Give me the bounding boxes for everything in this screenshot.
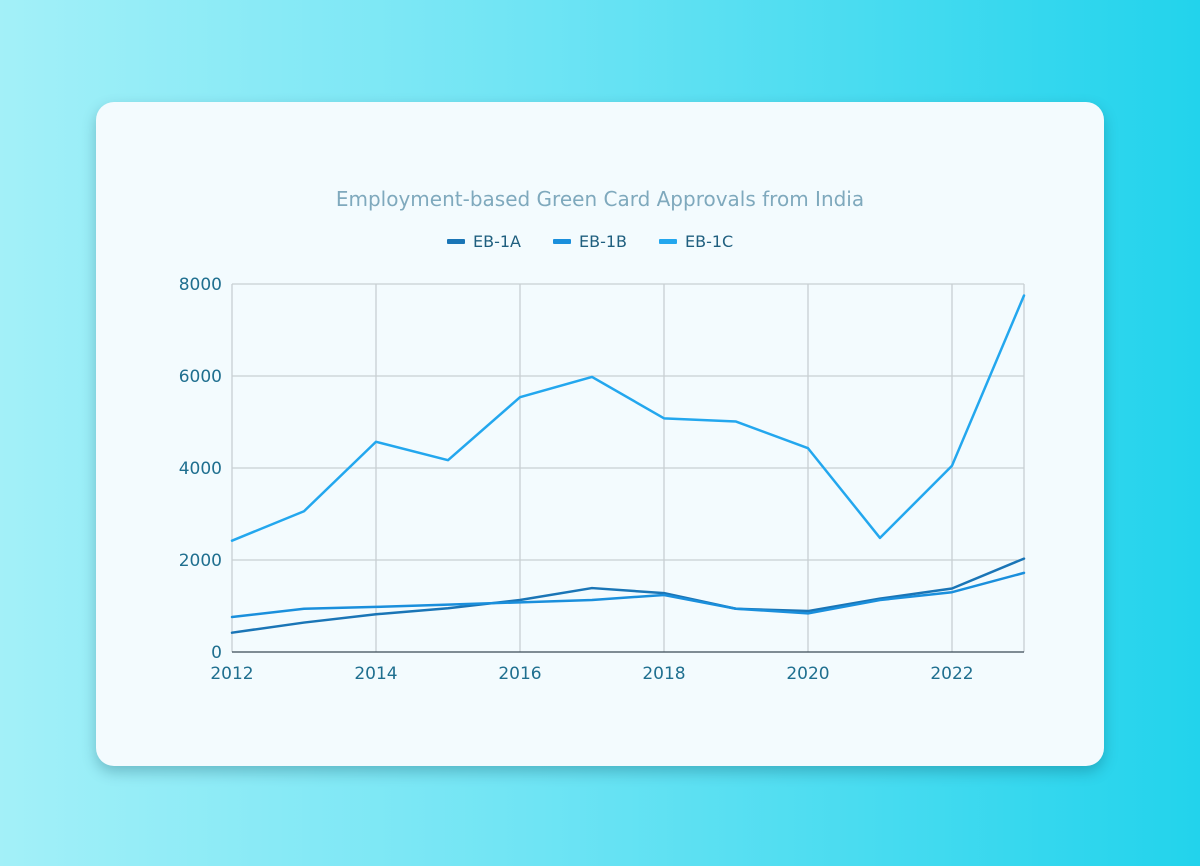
x-tick-label: 2016 <box>498 664 541 684</box>
x-tick-label: 2014 <box>354 664 397 684</box>
series-line-eb-1c <box>230 294 1026 542</box>
x-tick-label: 2018 <box>642 664 685 684</box>
x-tick-label: 2012 <box>210 664 253 684</box>
series-lines <box>230 294 1026 634</box>
chart-card: Employment-based Green Card Approvals fr… <box>96 102 1104 766</box>
y-tick-label: 0 <box>211 643 222 663</box>
y-tick-label: 2000 <box>179 551 222 571</box>
legend-item-eb-1b[interactable]: EB-1B <box>553 232 627 251</box>
y-tick-label: 6000 <box>179 367 222 387</box>
y-tick-label: 8000 <box>179 275 222 295</box>
chart-title: Employment-based Green Card Approvals fr… <box>336 187 864 211</box>
legend-swatch <box>659 239 677 244</box>
x-tick-label: 2020 <box>786 664 829 684</box>
tick-labels: 2012 2014 2016 2018 2020 2022 0 2000 4000 6000 800… <box>179 275 974 684</box>
legend: EB-1A EB-1B EB-1C <box>447 232 733 251</box>
legend-label: EB-1A <box>473 232 521 251</box>
series-line-eb-1a <box>230 557 1026 634</box>
legend-label: EB-1B <box>579 232 627 251</box>
legend-item-eb-1c[interactable]: EB-1C <box>659 232 733 251</box>
series-line-eb-1b <box>230 571 1026 619</box>
line-chart: Employment-based Green Card Approvals fr… <box>179 187 1026 684</box>
grid-lines <box>231 283 1025 652</box>
legend-item-eb-1a[interactable]: EB-1A <box>447 232 521 251</box>
legend-label: EB-1C <box>685 232 733 251</box>
legend-swatch <box>553 239 571 244</box>
x-tick-label: 2022 <box>930 664 973 684</box>
legend-swatch <box>447 239 465 244</box>
y-tick-label: 4000 <box>179 459 222 479</box>
